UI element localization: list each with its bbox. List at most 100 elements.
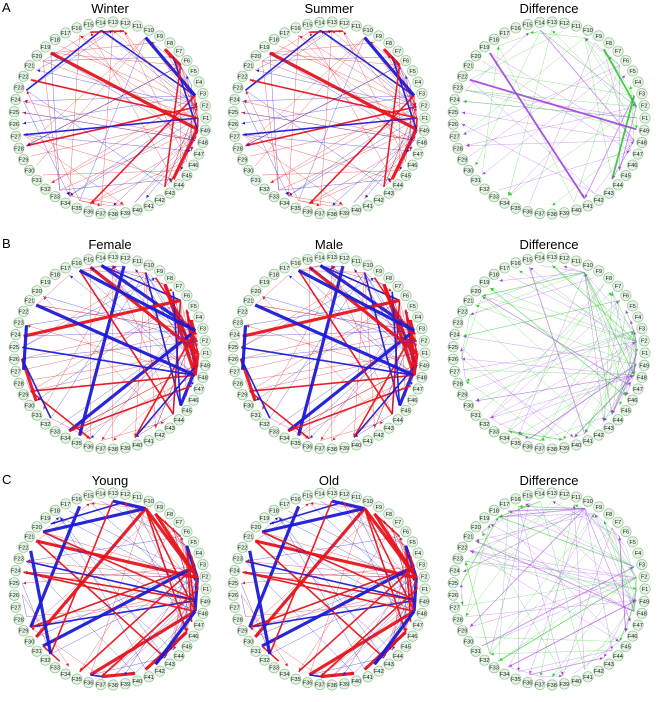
network-node: [338, 17, 350, 29]
edge-arrowhead: [24, 571, 28, 575]
node-label: F27: [230, 369, 240, 375]
network-edge: [399, 65, 411, 86]
network-edge: [584, 272, 605, 422]
network-edge: [278, 516, 365, 670]
network-edge: [461, 347, 564, 441]
network-node: [181, 404, 193, 416]
network-node: [107, 487, 119, 499]
network-node: [478, 41, 490, 53]
network-edge: [36, 37, 146, 167]
network-node: [279, 498, 291, 510]
network-node: [558, 17, 570, 29]
node-label: F39: [339, 682, 349, 688]
network-node: [392, 650, 404, 662]
network-node: [237, 541, 249, 553]
network-node: [314, 443, 326, 455]
network-node: [419, 347, 431, 359]
network-node: [338, 207, 350, 219]
network-edge: [50, 500, 114, 655]
edge-arrowhead: [527, 504, 530, 508]
network-edge: [23, 101, 70, 197]
edge-arrowhead: [30, 623, 34, 627]
network-node: [131, 439, 143, 451]
network-node: [326, 251, 338, 263]
network-node: [232, 142, 244, 154]
node-label: F37: [96, 212, 106, 218]
network-edge: [59, 330, 196, 426]
network-node: [10, 94, 22, 106]
network-node: [620, 526, 632, 538]
edge-arrowhead: [496, 46, 500, 50]
node-label: F17: [61, 31, 71, 37]
network-edge: [112, 588, 199, 678]
node-label: F15: [303, 257, 313, 263]
network-edge: [469, 56, 613, 157]
network-edge: [489, 523, 637, 601]
node-label: F9: [376, 34, 383, 40]
node-label: F7: [395, 520, 402, 526]
edge-arrowhead: [321, 436, 324, 440]
network-node: [593, 194, 605, 206]
network-edge: [245, 380, 250, 392]
network-node: [107, 208, 119, 220]
node-label: F23: [233, 86, 243, 92]
edge-arrowhead: [633, 586, 636, 590]
network-node: [154, 265, 166, 277]
node-label: F8: [606, 41, 613, 47]
edge-arrowhead: [463, 100, 467, 104]
network-node: [499, 262, 511, 274]
node-label: F27: [11, 605, 21, 611]
network-edge: [241, 341, 417, 359]
node-label: F27: [230, 605, 240, 611]
network-edge: [465, 561, 638, 590]
edge-arrowhead: [615, 638, 619, 642]
network-a-3: F1F2F3F4F5F6F7F8F9F10F11F12F13F14F15F16F…: [447, 16, 651, 220]
node-label: F34: [500, 672, 510, 678]
edge-arrowhead: [525, 32, 529, 36]
node-label: F30: [25, 168, 35, 174]
network-edge: [619, 600, 637, 642]
network-node: [173, 516, 185, 528]
network-node: [603, 272, 615, 284]
node-label: F48: [637, 375, 647, 381]
node-label: F44: [393, 654, 403, 660]
node-label: F13: [108, 20, 118, 26]
panel-a-3: Difference F1F2F3F4F5F6F7F8F9F10F11F12F1…: [447, 1, 651, 220]
network-node: [412, 76, 424, 88]
network-node: [17, 305, 29, 317]
edge-arrowhead: [619, 401, 623, 405]
edge-arrowhead: [365, 38, 369, 42]
network-edge: [594, 513, 620, 537]
node-label: F31: [251, 649, 261, 655]
node-label: F30: [244, 639, 254, 645]
network-node: [449, 329, 461, 341]
node-label: F39: [120, 211, 130, 217]
edge-arrowhead: [44, 529, 47, 533]
node-label: F10: [363, 28, 373, 34]
network-edge: [498, 375, 635, 426]
edge-arrowhead: [262, 406, 266, 410]
panel-c-3: Difference F1F2F3F4F5F6F7F8F9F10F11F12F1…: [447, 473, 651, 691]
node-label: F43: [165, 426, 175, 432]
node-label: F22: [19, 545, 29, 551]
network-a-2: F1F2F3F4F5F6F7F8F9F10F11F12F13F14F15F16F…: [227, 16, 431, 220]
network-edge: [261, 295, 417, 342]
network-node: [510, 202, 522, 214]
network-node: [362, 259, 374, 271]
node-label: F11: [572, 24, 581, 30]
network-node: [232, 553, 244, 565]
node-label: F18: [269, 272, 279, 278]
network-node: [447, 589, 459, 601]
edge-arrowhead: [256, 69, 260, 73]
network-edge: [278, 178, 393, 191]
network-node: [326, 208, 338, 220]
network-edge: [144, 508, 188, 633]
panel-title-c-3: Difference: [519, 473, 578, 488]
node-label: F28: [453, 617, 463, 623]
network-edge: [540, 413, 613, 441]
network-edge: [462, 300, 620, 337]
node-label: F23: [14, 86, 24, 92]
network-edge: [36, 502, 91, 542]
edge-arrowhead: [243, 132, 247, 136]
network-edge: [603, 48, 638, 108]
